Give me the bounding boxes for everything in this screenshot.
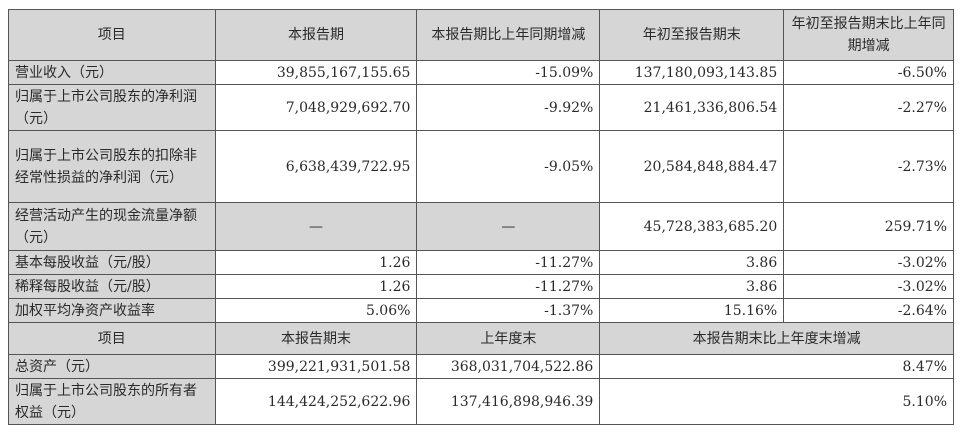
header-cell: 年初至报告期末	[599, 9, 785, 61]
header-cell: 项目	[8, 9, 216, 61]
cell: —	[214, 202, 418, 251]
cell: -15.09%	[416, 60, 601, 85]
row-label: 归属于上市公司股东的净利润（元）	[8, 84, 216, 131]
cell: 15.16%	[599, 298, 785, 323]
header-cell: 本报告期末	[214, 322, 418, 355]
cell: 5.10%	[599, 378, 954, 425]
row-label: 基本每股收益（元/股）	[8, 250, 216, 275]
table-row: 经营活动产生的现金流量净额（元） — — 45,728,383,685.20 2…	[8, 202, 954, 251]
cell: -11.27%	[416, 274, 601, 299]
cell: 20,584,848,884.47	[599, 130, 785, 203]
cell: -1.37%	[416, 298, 601, 323]
cell: -9.05%	[416, 130, 601, 203]
financial-summary-table: 项目 本报告期 本报告期比上年同期增减 年初至报告期末 年初至报告期末比上年同期…	[8, 9, 954, 425]
cell: 5.06%	[214, 298, 418, 323]
cell: 45,728,383,685.20	[599, 202, 785, 251]
row-label: 经营活动产生的现金流量净额（元）	[8, 202, 216, 251]
cell: -3.02%	[783, 250, 954, 275]
header-cell: 项目	[8, 322, 216, 355]
header-cell: 本报告期比上年同期增减	[416, 9, 601, 61]
header-cell: 本报告期末比上年度末增减	[599, 322, 954, 355]
cell: 8.47%	[599, 354, 954, 379]
cell: -3.02%	[783, 274, 954, 299]
cell: 368,031,704,522.86	[416, 354, 601, 379]
cell: 3.86	[599, 274, 785, 299]
header-row: 项目 本报告期 本报告期比上年同期增减 年初至报告期末 年初至报告期末比上年同期…	[8, 9, 954, 61]
row-label: 归属于上市公司股东的所有者权益（元）	[8, 378, 216, 425]
cell: 1.26	[214, 250, 418, 275]
cell: 137,180,093,143.85	[599, 60, 785, 85]
cell: 6,638,439,722.95	[214, 130, 418, 203]
cell: -2.64%	[783, 298, 954, 323]
row-label: 加权平均净资产收益率	[8, 298, 216, 323]
table-row: 总资产（元） 399,221,931,501.58 368,031,704,52…	[8, 354, 954, 379]
table-row: 基本每股收益（元/股） 1.26 -11.27% 3.86 -3.02%	[8, 250, 954, 275]
header-row: 项目 本报告期末 上年度末 本报告期末比上年度末增减	[8, 322, 954, 355]
cell: 137,416,898,946.39	[416, 378, 601, 425]
header-cell: 本报告期	[214, 9, 418, 61]
cell: 7,048,929,692.70	[214, 84, 418, 131]
header-cell: 年初至报告期末比上年同期增减	[783, 9, 954, 61]
cell: -2.73%	[783, 130, 954, 203]
cell: 21,461,336,806.54	[599, 84, 785, 131]
table-row: 归属于上市公司股东的扣除非经常性损益的净利润（元） 6,638,439,722.…	[8, 130, 954, 203]
header-cell: 上年度末	[416, 322, 601, 355]
row-label: 归属于上市公司股东的扣除非经常性损益的净利润（元）	[8, 130, 216, 203]
cell: —	[416, 202, 601, 251]
row-label: 总资产（元）	[8, 354, 216, 379]
cell: -9.92%	[416, 84, 601, 131]
table-row: 归属于上市公司股东的所有者权益（元） 144,424,252,622.96 13…	[8, 378, 954, 425]
table-row: 加权平均净资产收益率 5.06% -1.37% 15.16% -2.64%	[8, 298, 954, 323]
table-row: 营业收入（元） 39,855,167,155.65 -15.09% 137,18…	[8, 60, 954, 85]
cell: 39,855,167,155.65	[214, 60, 418, 85]
cell: 259.71%	[783, 202, 954, 251]
row-label: 稀释每股收益（元/股）	[8, 274, 216, 299]
cell: -2.27%	[783, 84, 954, 131]
cell: 3.86	[599, 250, 785, 275]
cell: 399,221,931,501.58	[214, 354, 418, 379]
cell: 144,424,252,622.96	[214, 378, 418, 425]
cell: -11.27%	[416, 250, 601, 275]
row-label: 营业收入（元）	[8, 60, 216, 85]
cell: -6.50%	[783, 60, 954, 85]
table-row: 归属于上市公司股东的净利润（元） 7,048,929,692.70 -9.92%…	[8, 84, 954, 131]
cell: 1.26	[214, 274, 418, 299]
table-row: 稀释每股收益（元/股） 1.26 -11.27% 3.86 -3.02%	[8, 274, 954, 299]
